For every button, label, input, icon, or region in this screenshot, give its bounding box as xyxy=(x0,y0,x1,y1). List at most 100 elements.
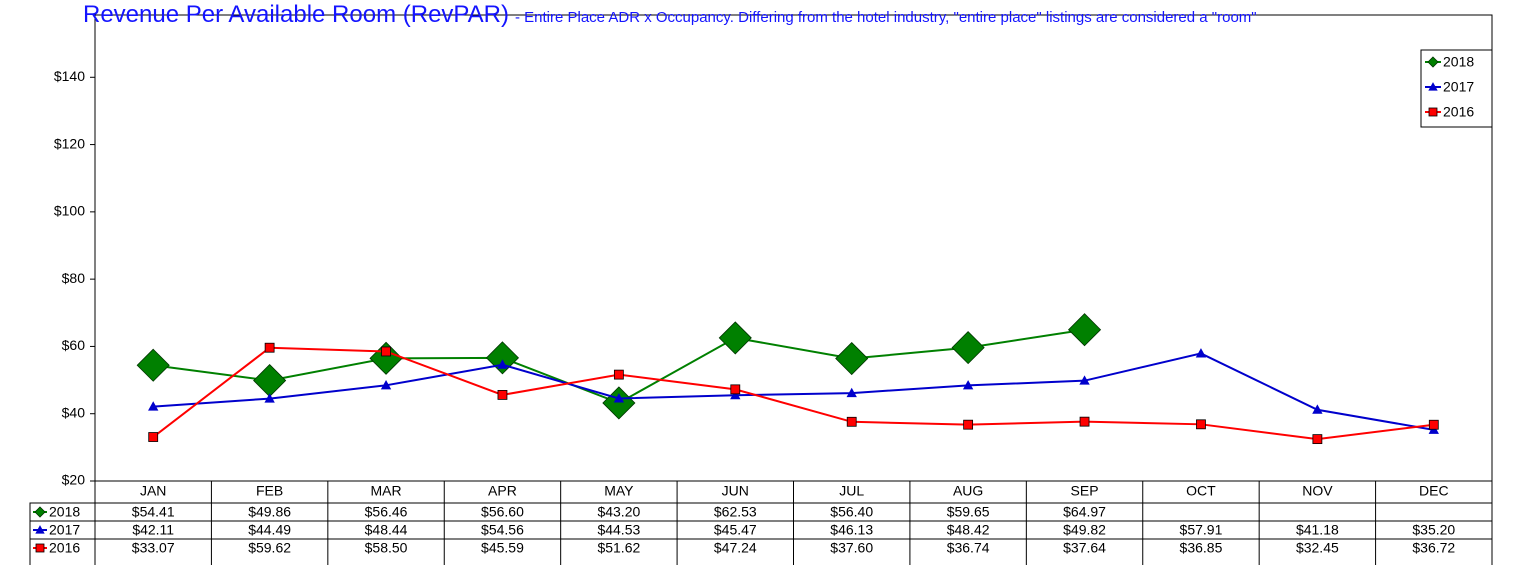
table-value: $44.49 xyxy=(248,522,291,538)
marker-triangle xyxy=(497,359,508,369)
plot-area xyxy=(94,14,1493,482)
marker-diamond xyxy=(1067,313,1102,347)
x-tick-label: DEC xyxy=(1419,483,1449,499)
x-tick-label: JUL xyxy=(839,483,864,499)
marker-triangle xyxy=(148,401,159,411)
x-tick-label: NOV xyxy=(1302,483,1333,499)
table-value: $35.20 xyxy=(1412,522,1455,538)
marker-diamond xyxy=(718,321,752,355)
table-value: $64.97 xyxy=(1063,504,1106,520)
y-tick-label: $140 xyxy=(54,68,85,84)
table-value: $59.65 xyxy=(947,504,990,520)
table-value: $36.74 xyxy=(947,540,990,556)
marker-triangle xyxy=(730,389,741,400)
x-tick-label: JUN xyxy=(722,483,749,499)
marker-triangle xyxy=(1312,404,1323,414)
y-tick-label: $20 xyxy=(62,472,86,488)
table-series-label: 2018 xyxy=(49,504,80,520)
marker-triangle xyxy=(1079,375,1090,385)
marker-triangle xyxy=(1428,82,1438,91)
x-tick-label: OCT xyxy=(1186,483,1216,499)
table-value: $44.53 xyxy=(597,522,640,538)
marker-diamond xyxy=(136,348,170,382)
marker-diamond xyxy=(835,341,869,376)
table-value: $33.07 xyxy=(132,540,175,556)
table-value: $49.82 xyxy=(1063,522,1106,538)
table-value: $62.53 xyxy=(714,504,757,520)
table-value: $42.11 xyxy=(132,522,174,538)
x-tick-label: MAY xyxy=(604,483,634,499)
table-value: $45.59 xyxy=(481,540,524,556)
y-tick-label: $60 xyxy=(62,337,86,353)
table-value: $45.47 xyxy=(714,522,757,538)
x-tick-label: MAR xyxy=(370,483,401,499)
marker-triangle xyxy=(962,380,974,390)
marker-triangle xyxy=(35,525,45,534)
marker-triangle xyxy=(264,393,275,403)
legend-label: 2018 xyxy=(1443,54,1474,70)
marker-square xyxy=(963,419,974,430)
marker-triangle xyxy=(846,387,857,398)
marker-square xyxy=(497,390,508,400)
marker-square xyxy=(613,369,624,380)
table-series-label: 2016 xyxy=(49,540,80,556)
x-tick-label: JAN xyxy=(140,483,166,499)
table-value: $59.62 xyxy=(248,540,291,556)
table-value: $56.46 xyxy=(365,504,408,520)
table-value: $54.41 xyxy=(132,504,175,520)
marker-triangle xyxy=(380,379,392,390)
marker-square xyxy=(35,543,45,553)
table-value: $43.20 xyxy=(597,504,640,520)
table-value: $36.85 xyxy=(1180,540,1223,556)
chart-subtitle: - Entire Place ADR x Occupancy. Differin… xyxy=(514,9,1257,26)
x-tick-label: AUG xyxy=(953,483,983,499)
table-series-label: 2017 xyxy=(49,522,80,538)
table-value: $58.50 xyxy=(365,540,408,556)
table-value: $32.45 xyxy=(1296,540,1339,556)
table-value: $48.42 xyxy=(947,522,990,538)
marker-square xyxy=(1428,419,1439,430)
table-value: $37.60 xyxy=(830,540,873,556)
y-tick-label: $120 xyxy=(54,135,85,151)
series-line xyxy=(152,346,1434,441)
y-tick-label: $100 xyxy=(54,203,85,219)
table-value: $56.60 xyxy=(481,504,524,520)
table-value: $46.13 xyxy=(830,522,873,538)
chart-title: Revenue Per Available Room (RevPAR) xyxy=(83,1,509,28)
marker-square xyxy=(1196,419,1206,430)
marker-diamond xyxy=(34,506,46,518)
marker-square xyxy=(148,432,159,442)
legend-label: 2016 xyxy=(1443,104,1474,120)
marker-triangle xyxy=(613,393,625,403)
table-value: $56.40 xyxy=(830,504,873,520)
y-tick-label: $40 xyxy=(62,404,86,420)
marker-diamond xyxy=(1427,56,1439,68)
marker-square xyxy=(1079,416,1090,427)
x-tick-label: FEB xyxy=(256,483,283,499)
x-tick-label: APR xyxy=(488,483,517,499)
table-value: $37.64 xyxy=(1063,540,1106,556)
marker-square xyxy=(846,416,857,427)
marker-diamond xyxy=(951,331,985,365)
table-value: $51.62 xyxy=(597,540,640,556)
table-value: $54.56 xyxy=(481,522,524,538)
title-block: Revenue Per Available Room (RevPAR) - Ent… xyxy=(83,0,1257,33)
x-tick-label: SEP xyxy=(1071,483,1099,499)
table-value: $48.44 xyxy=(365,522,408,538)
marker-square xyxy=(1428,107,1438,117)
legend-label: 2017 xyxy=(1443,79,1474,95)
marker-square xyxy=(381,346,391,357)
table-value: $41.18 xyxy=(1296,522,1339,538)
table-value: $57.91 xyxy=(1180,522,1223,538)
marker-square xyxy=(730,384,741,395)
table-value: $49.86 xyxy=(248,504,291,520)
marker-square xyxy=(1312,434,1323,445)
y-tick-label: $80 xyxy=(62,270,86,286)
table-value: $47.24 xyxy=(714,540,757,556)
marker-square xyxy=(264,342,275,353)
table-value: $36.72 xyxy=(1412,540,1455,556)
series-line xyxy=(153,352,1434,431)
marker-triangle xyxy=(1195,348,1207,358)
